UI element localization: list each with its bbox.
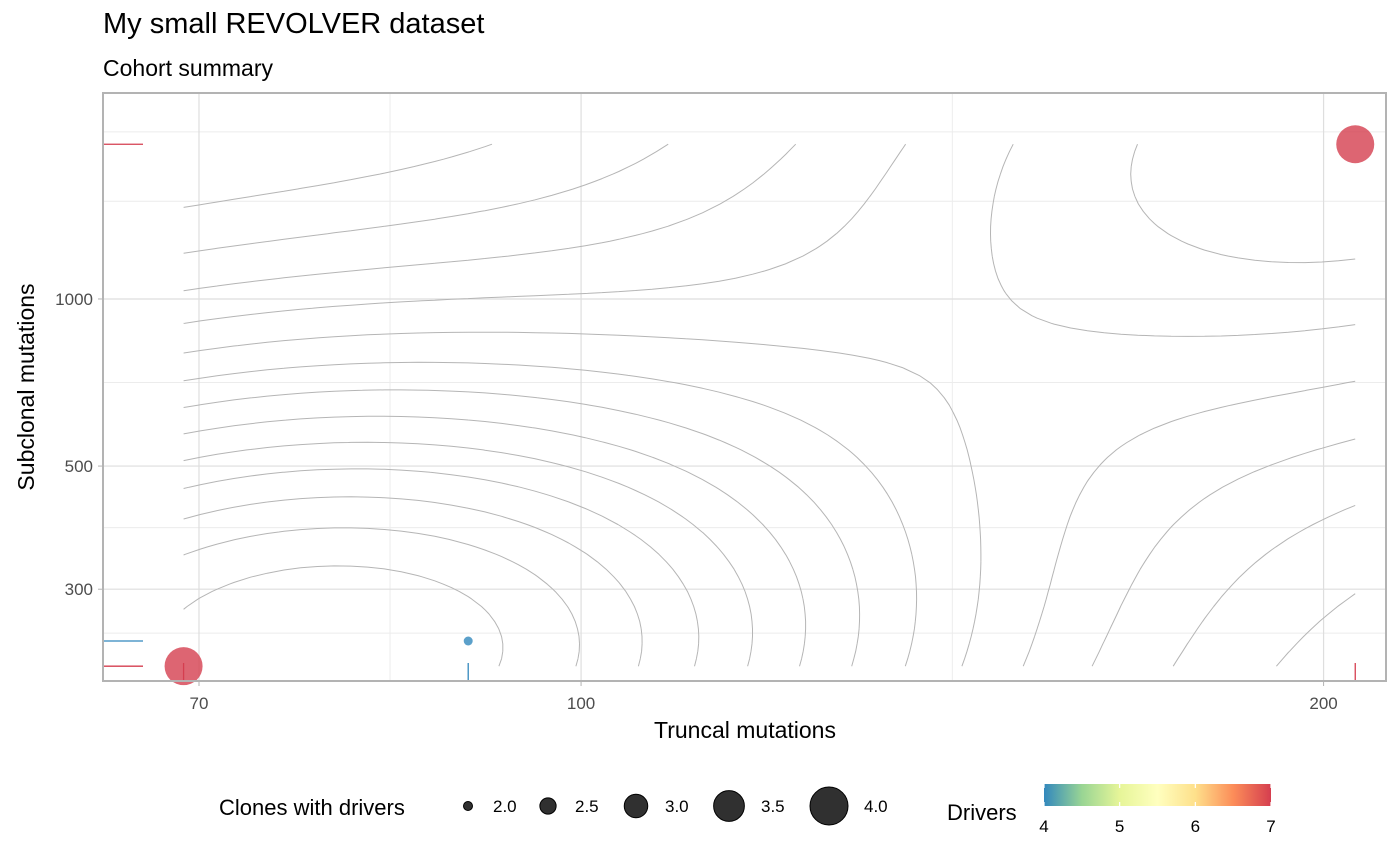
y-tick-label: 1000 bbox=[55, 290, 93, 309]
size-legend-label: 2.0 bbox=[493, 797, 517, 816]
density-contour-line bbox=[183, 143, 1356, 667]
density-contour-line bbox=[183, 527, 580, 667]
size-legend-key bbox=[623, 793, 649, 819]
color-legend-label: 7 bbox=[1266, 817, 1275, 836]
x-axis-title: Truncal mutations bbox=[654, 717, 836, 743]
y-tick-label: 300 bbox=[65, 580, 93, 599]
density-contour-line bbox=[183, 415, 807, 667]
y-tick-label: 500 bbox=[65, 457, 93, 476]
legend: Clones with drivers 2.0 2.5 3.0 3.5 4.0 Driver… bbox=[219, 784, 1276, 836]
density-contour-line bbox=[183, 389, 861, 667]
panel-border bbox=[102, 92, 1387, 682]
data-point bbox=[463, 636, 473, 646]
size-legend-key bbox=[713, 790, 745, 822]
color-legend-label: 5 bbox=[1115, 817, 1124, 836]
size-legend-label: 3.5 bbox=[761, 797, 785, 816]
color-legend-title: Drivers bbox=[947, 800, 1017, 825]
data-point bbox=[1336, 125, 1375, 164]
size-legend-key bbox=[463, 801, 473, 811]
chart-subtitle: Cohort summary bbox=[103, 55, 273, 81]
density-contour-line bbox=[183, 468, 700, 667]
density-contour-line bbox=[183, 143, 1356, 667]
size-legend-label: 4.0 bbox=[864, 797, 888, 816]
grid-lines bbox=[103, 93, 1386, 681]
data-points bbox=[164, 125, 1375, 686]
y-axis-title: Subclonal mutations bbox=[13, 283, 39, 490]
x-tick-label: 70 bbox=[190, 694, 209, 713]
y-axis-ticks: 300 500 1000 bbox=[55, 290, 102, 599]
x-tick-label: 200 bbox=[1309, 694, 1337, 713]
density-contour-line bbox=[183, 143, 1356, 667]
density-contour-line bbox=[183, 441, 753, 667]
density-contours bbox=[183, 143, 1356, 667]
size-legend-key bbox=[809, 786, 849, 826]
size-legend-label: 2.5 bbox=[575, 797, 599, 816]
density-contour-line bbox=[183, 144, 1356, 667]
density-contour-line bbox=[183, 143, 1356, 667]
density-contour-line bbox=[183, 565, 504, 667]
x-axis-ticks: 70 100 200 bbox=[190, 682, 1338, 713]
rug-marks bbox=[103, 143, 1356, 681]
color-legend-label: 4 bbox=[1039, 817, 1048, 836]
size-legend-title: Clones with drivers bbox=[219, 795, 405, 820]
data-point bbox=[164, 647, 203, 686]
chart-title: My small REVOLVER dataset bbox=[103, 8, 485, 40]
color-legend-bar bbox=[1044, 784, 1271, 806]
color-legend-label: 6 bbox=[1191, 817, 1200, 836]
size-legend-key bbox=[539, 797, 557, 815]
density-contour-line bbox=[183, 143, 1356, 667]
density-contour-line bbox=[183, 496, 643, 667]
size-legend-label: 3.0 bbox=[665, 797, 689, 816]
x-tick-label: 100 bbox=[567, 694, 595, 713]
